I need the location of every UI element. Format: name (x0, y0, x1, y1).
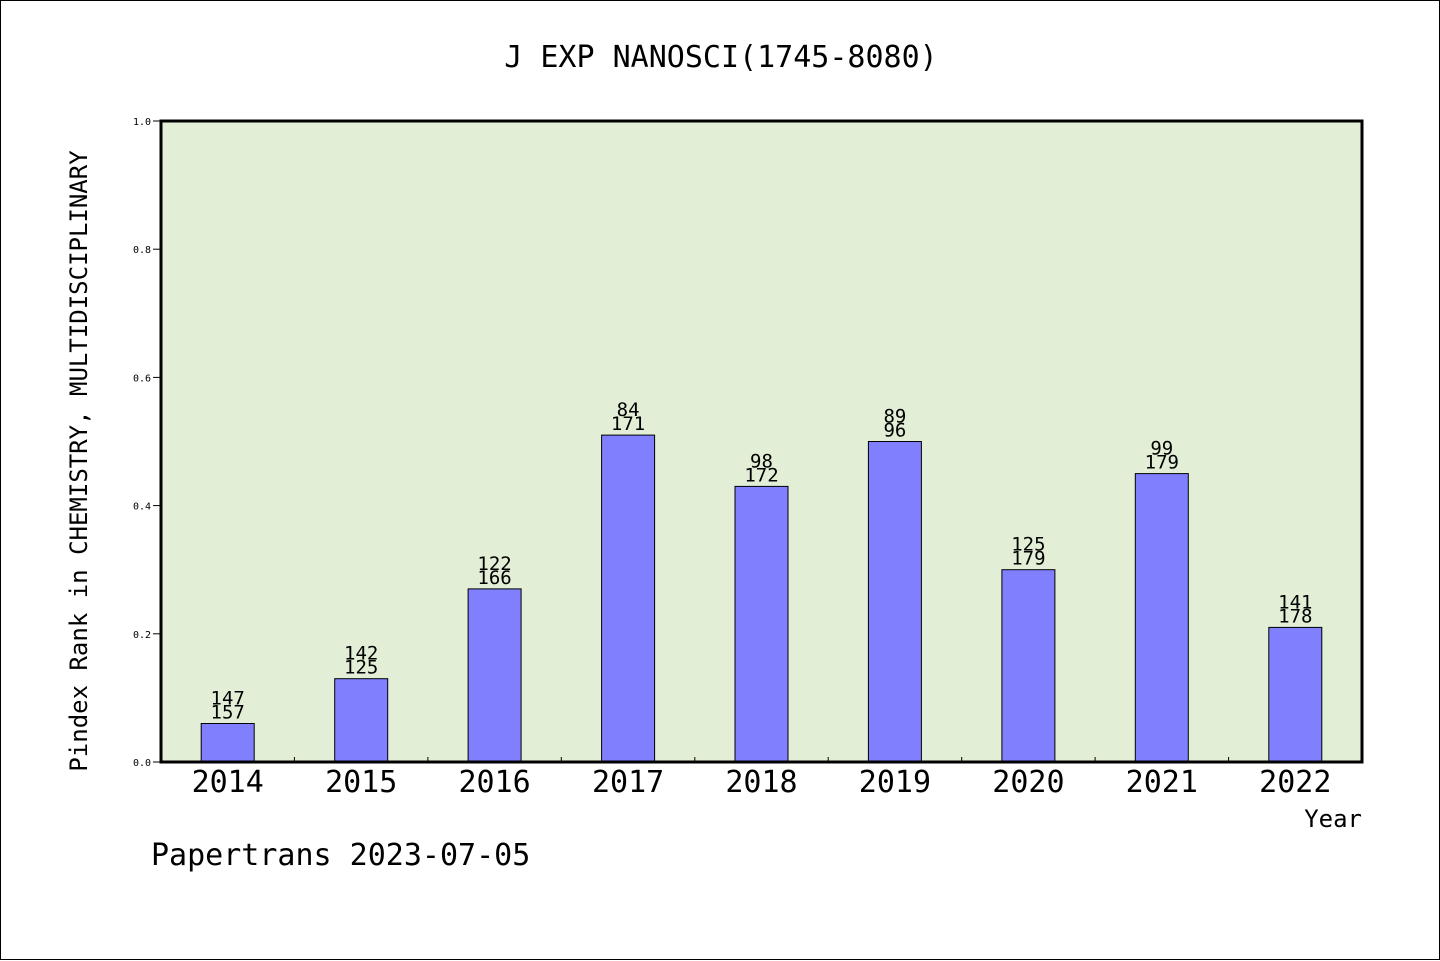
bar-label-bottom-2015: 125 (344, 657, 378, 679)
x-axis: 2014 2015 2016 2017 2018 2019 2020 2021 2022 (192, 757, 1331, 800)
bar-label-top-2014: 147 (211, 688, 245, 710)
bar-label-top-2022: 141 (1278, 591, 1312, 613)
bar-2019 (867, 441, 922, 763)
bar-label-bottom-2016: 166 (477, 567, 511, 589)
x-tick-label-2017: 2017 (592, 765, 664, 800)
y-tick-label: 1.0 (133, 117, 151, 128)
x-tick-label-2014: 2014 (192, 765, 264, 800)
bar-label-bottom-2022: 178 (1278, 605, 1312, 627)
y-axis-label: Pindex Rank in CHEMISTRY, MULTIDISCIPLIN… (65, 150, 93, 772)
y-tick-label: 0.2 (133, 630, 151, 641)
x-tick-label-2021: 2021 (1126, 765, 1198, 800)
bar-2016 (467, 588, 522, 763)
chart-title: J EXP NANOSCI(1745-8080) (504, 40, 937, 75)
bar-label-top-2020: 125 (1011, 534, 1045, 556)
bar-2014 (200, 723, 255, 763)
bar-label-top-2016: 122 (477, 553, 511, 575)
bar-2021 (1134, 473, 1189, 763)
x-tick-label-2022: 2022 (1259, 765, 1331, 800)
bar-2020 (1001, 569, 1056, 763)
bar-label-top-2017: 84 (617, 399, 640, 421)
x-tick-label-2015: 2015 (325, 765, 397, 800)
bar-2015 (334, 678, 389, 763)
plot-frame (159, 119, 1364, 764)
bar-label-top-2015: 142 (344, 643, 378, 665)
x-tick-label-2019: 2019 (859, 765, 931, 800)
x-axis-label: Year (1304, 805, 1362, 833)
x-tick-label-2018: 2018 (725, 765, 797, 800)
bar-label-top-2021: 99 (1150, 438, 1173, 460)
bar-label-bottom-2017: 171 (611, 413, 645, 435)
bar-2017 (601, 434, 656, 763)
bars-layer (200, 434, 1323, 763)
y-tick-label: 0.6 (133, 373, 151, 384)
bar-label-top-2018: 98 (750, 450, 773, 472)
y-axis: 0.0 0.2 0.4 0.6 0.8 1.0 (133, 117, 161, 769)
y-tick-label: 0.8 (133, 245, 151, 256)
y-tick-label: 0.4 (133, 502, 151, 513)
bar-label-bottom-2014: 157 (211, 702, 245, 724)
bar-labels-layer: 1471571421251221668417198172899612517999… (211, 399, 1313, 723)
y-tick-label: 0.0 (133, 758, 151, 769)
x-tick-label-2020: 2020 (992, 765, 1064, 800)
bar-label-top-2019: 89 (883, 406, 906, 428)
bar-label-bottom-2019: 96 (883, 420, 906, 442)
bar-2022 (1268, 626, 1323, 763)
x-tick-label-2016: 2016 (458, 765, 530, 800)
bar-label-bottom-2018: 172 (744, 464, 778, 486)
bar-2018 (734, 485, 789, 763)
bar-label-bottom-2021: 179 (1145, 452, 1179, 474)
bar-label-bottom-2020: 179 (1011, 548, 1045, 570)
footer-credit: Papertrans 2023-07-05 (151, 838, 530, 873)
